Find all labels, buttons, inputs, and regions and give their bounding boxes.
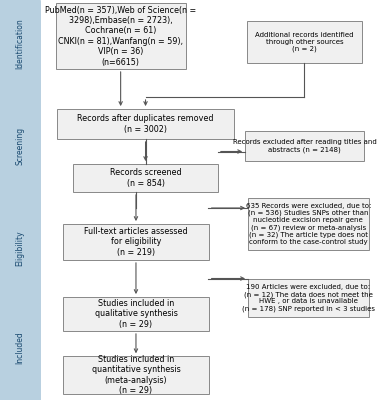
FancyBboxPatch shape — [63, 224, 209, 260]
FancyBboxPatch shape — [245, 131, 364, 161]
FancyBboxPatch shape — [63, 356, 209, 394]
FancyBboxPatch shape — [0, 81, 41, 211]
Text: PubMed(n = 357),Web of Science(n =
3298),Embase(n = 2723),
Cochrane(n = 61)
CNKI: PubMed(n = 357),Web of Science(n = 3298)… — [45, 6, 196, 66]
Text: Studies included in
quantitative synthesis
(meta-analysis)
(n = 29): Studies included in quantitative synthes… — [92, 355, 180, 395]
FancyBboxPatch shape — [248, 198, 369, 250]
Text: Eligibility: Eligibility — [16, 230, 25, 266]
Text: 635 Records were excluded, due to:
(n = 536) Studies SNPs other than
nucleotide : 635 Records were excluded, due to: (n = … — [246, 203, 371, 245]
FancyBboxPatch shape — [0, 0, 41, 91]
Text: Identification: Identification — [16, 19, 25, 69]
FancyBboxPatch shape — [56, 3, 186, 69]
Text: 190 Articles were excluded, due to:
(n = 12) The data does not meet the
HWE , or: 190 Articles were excluded, due to: (n =… — [242, 284, 375, 312]
Text: Additional records identified
through other sources
(n = 2): Additional records identified through ot… — [255, 32, 354, 52]
FancyBboxPatch shape — [248, 279, 369, 317]
Text: Full-text articles assessed
for eligibility
(n = 219): Full-text articles assessed for eligibil… — [84, 227, 188, 257]
Text: Records excluded after reading titles and
abstracts (n = 2148): Records excluded after reading titles an… — [232, 139, 376, 153]
FancyBboxPatch shape — [63, 297, 209, 331]
Text: Records screened
(n = 854): Records screened (n = 854) — [110, 168, 182, 188]
FancyBboxPatch shape — [0, 285, 41, 400]
FancyBboxPatch shape — [73, 164, 218, 192]
Text: Records after duplicates removed
(n = 3002): Records after duplicates removed (n = 30… — [77, 114, 214, 134]
Text: Included: Included — [16, 332, 25, 364]
FancyBboxPatch shape — [57, 109, 234, 139]
Text: Studies included in
qualitative synthesis
(n = 29): Studies included in qualitative synthesi… — [95, 299, 177, 329]
FancyBboxPatch shape — [247, 21, 362, 63]
Text: Screening: Screening — [16, 127, 25, 165]
FancyBboxPatch shape — [0, 201, 41, 295]
